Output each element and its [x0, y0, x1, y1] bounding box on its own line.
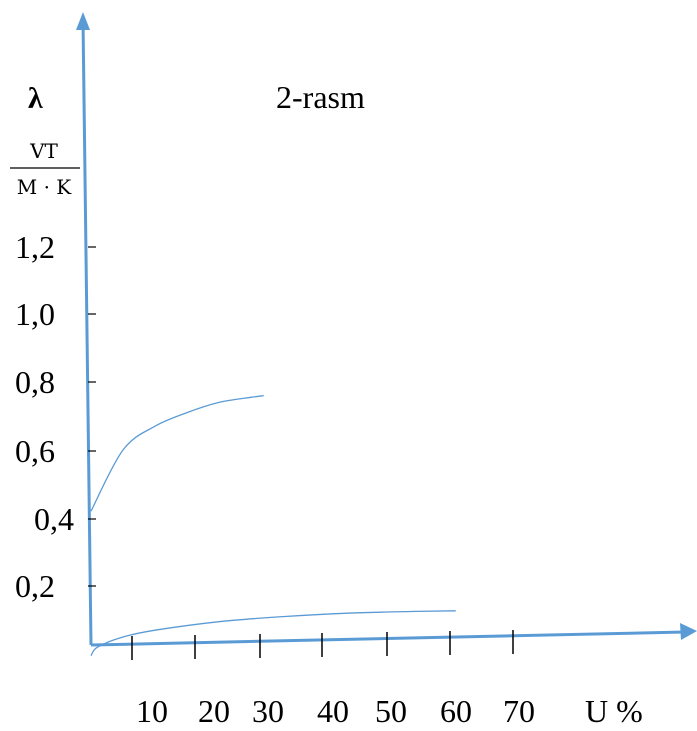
y-tick-label: 1,0: [15, 296, 55, 332]
x-tick-label: 20: [198, 693, 230, 729]
x-tick-label: 60: [440, 693, 472, 729]
y-unit-denominator: M · K: [17, 175, 73, 199]
y-tick-label: 0,8: [15, 364, 55, 400]
x-tick-label: 30: [252, 693, 284, 729]
series-line-lower: [90, 610, 456, 657]
x-tick-label: 70: [503, 693, 535, 729]
x-axis-label: U %: [585, 693, 643, 729]
y-tick-label: 1,2: [15, 229, 55, 265]
y-tick-label: 0,6: [15, 433, 55, 469]
y-tick-label: 0,2: [15, 568, 55, 604]
y-tick-marks: [88, 246, 96, 587]
x-axis: [90, 630, 686, 647]
series-line-upper: [90, 394, 264, 512]
x-tick-label: 40: [317, 693, 349, 729]
chart-title: 2-rasm: [276, 79, 365, 115]
y-axis: [81, 19, 93, 646]
y-axis-arrow: [76, 12, 90, 30]
y-axis-label: λ: [28, 82, 43, 115]
y-tick-label: 0,4: [34, 501, 74, 537]
x-tick-label: 10: [136, 693, 168, 729]
x-tick-marks: [131, 630, 514, 660]
x-tick-label: 50: [375, 693, 407, 729]
y-unit-numerator: VT: [29, 139, 58, 163]
x-axis-arrow: [680, 623, 697, 640]
